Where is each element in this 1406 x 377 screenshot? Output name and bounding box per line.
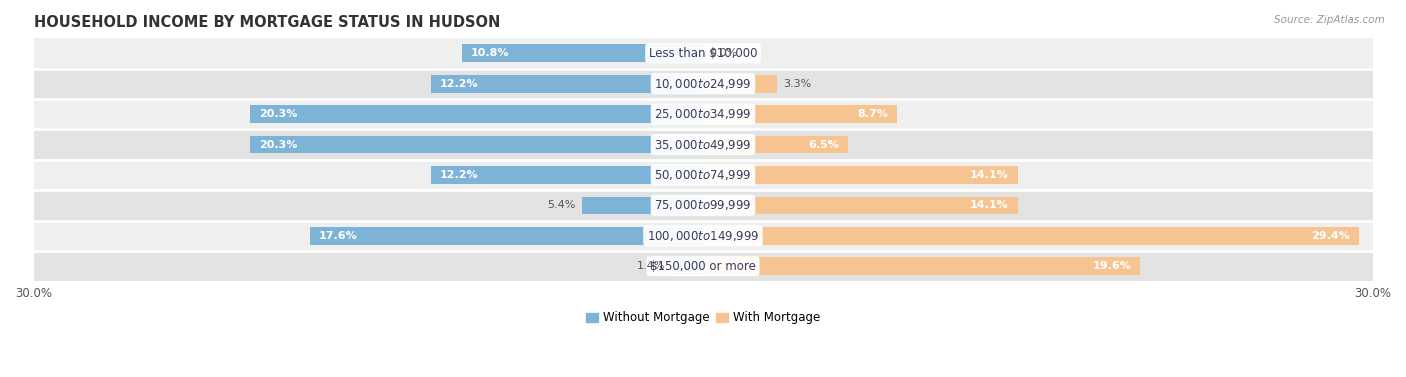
Bar <box>34 129 1372 160</box>
Text: $10,000 to $24,999: $10,000 to $24,999 <box>654 77 752 91</box>
Bar <box>672 257 703 275</box>
Text: 5.4%: 5.4% <box>547 201 576 210</box>
Text: 19.6%: 19.6% <box>1092 261 1132 271</box>
Text: $100,000 to $149,999: $100,000 to $149,999 <box>647 229 759 243</box>
Text: 10.8%: 10.8% <box>471 48 509 58</box>
Bar <box>34 190 1372 221</box>
Text: 20.3%: 20.3% <box>259 139 297 150</box>
Bar <box>34 99 1372 129</box>
Bar <box>430 75 703 92</box>
Text: $35,000 to $49,999: $35,000 to $49,999 <box>654 138 752 152</box>
Bar <box>34 221 1372 251</box>
Text: $25,000 to $34,999: $25,000 to $34,999 <box>654 107 752 121</box>
Bar <box>34 69 1372 99</box>
Legend: Without Mortgage, With Mortgage: Without Mortgage, With Mortgage <box>581 307 825 329</box>
Text: 3.3%: 3.3% <box>783 79 811 89</box>
Text: Source: ZipAtlas.com: Source: ZipAtlas.com <box>1274 15 1385 25</box>
Bar <box>703 227 1360 245</box>
Bar <box>34 251 1372 281</box>
Text: 20.3%: 20.3% <box>259 109 297 119</box>
Bar <box>703 196 1018 214</box>
Bar <box>34 160 1372 190</box>
Text: 1.4%: 1.4% <box>637 261 665 271</box>
Text: 8.7%: 8.7% <box>858 109 889 119</box>
Bar <box>430 166 703 184</box>
Bar <box>582 196 703 214</box>
Text: 14.1%: 14.1% <box>970 201 1008 210</box>
Bar <box>703 257 1140 275</box>
Text: Less than $10,000: Less than $10,000 <box>648 47 758 60</box>
Bar <box>250 136 703 153</box>
Text: 29.4%: 29.4% <box>1312 231 1350 241</box>
Text: 6.5%: 6.5% <box>808 139 839 150</box>
Text: $150,000 or more: $150,000 or more <box>650 260 756 273</box>
Text: 0.0%: 0.0% <box>710 48 738 58</box>
Text: $50,000 to $74,999: $50,000 to $74,999 <box>654 168 752 182</box>
Text: 14.1%: 14.1% <box>970 170 1008 180</box>
Bar <box>34 38 1372 69</box>
Bar <box>250 105 703 123</box>
Text: 12.2%: 12.2% <box>440 170 478 180</box>
Text: 12.2%: 12.2% <box>440 79 478 89</box>
Bar <box>703 105 897 123</box>
Text: 17.6%: 17.6% <box>319 231 359 241</box>
Bar <box>703 75 776 92</box>
Text: HOUSEHOLD INCOME BY MORTGAGE STATUS IN HUDSON: HOUSEHOLD INCOME BY MORTGAGE STATUS IN H… <box>34 15 501 30</box>
Bar <box>703 166 1018 184</box>
Bar <box>463 44 703 62</box>
Bar <box>311 227 703 245</box>
Bar <box>703 136 848 153</box>
Text: $75,000 to $99,999: $75,000 to $99,999 <box>654 198 752 212</box>
